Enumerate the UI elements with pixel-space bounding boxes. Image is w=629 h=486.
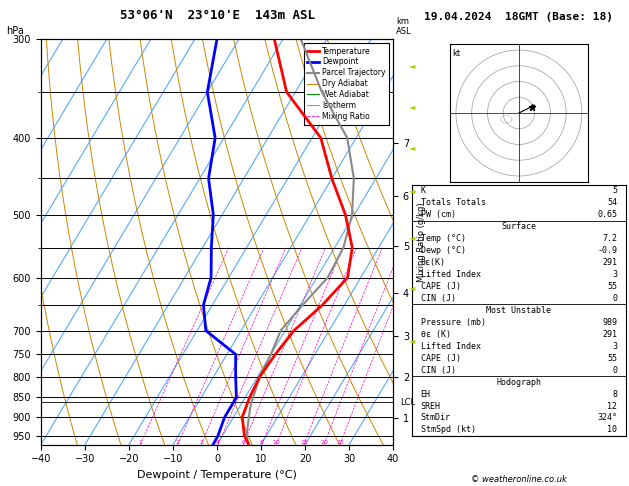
- Text: 15: 15: [300, 440, 308, 445]
- Text: Pressure (mb): Pressure (mb): [421, 318, 486, 327]
- Text: © weatheronline.co.uk: © weatheronline.co.uk: [471, 474, 567, 484]
- Text: 6: 6: [242, 440, 245, 445]
- Text: kt: kt: [452, 49, 460, 58]
- Text: θε(K): θε(K): [421, 258, 445, 267]
- Text: 291: 291: [603, 258, 617, 267]
- Text: 10: 10: [272, 440, 280, 445]
- Text: ◄: ◄: [409, 336, 415, 345]
- Text: 53°06'N  23°10'E  143m ASL: 53°06'N 23°10'E 143m ASL: [120, 9, 314, 22]
- Text: Lifted Index: Lifted Index: [421, 270, 481, 279]
- Text: Most Unstable: Most Unstable: [486, 306, 552, 315]
- Text: km
ASL: km ASL: [396, 17, 412, 36]
- Text: 12: 12: [608, 401, 617, 411]
- Text: ◄: ◄: [409, 142, 415, 152]
- Text: 0.65: 0.65: [598, 210, 617, 219]
- Text: θε (K): θε (K): [421, 330, 450, 339]
- Text: 55: 55: [608, 282, 617, 291]
- Text: Temp (°C): Temp (°C): [421, 234, 465, 243]
- Text: 7.2: 7.2: [603, 234, 617, 243]
- Text: 989: 989: [603, 318, 617, 327]
- Text: 8: 8: [260, 440, 264, 445]
- Text: StmDir: StmDir: [421, 414, 450, 422]
- Text: ◄: ◄: [409, 283, 415, 292]
- Text: hPa: hPa: [6, 26, 24, 36]
- Text: PW (cm): PW (cm): [421, 210, 455, 219]
- Text: 0: 0: [612, 294, 617, 303]
- Text: 20: 20: [320, 440, 328, 445]
- Text: 1: 1: [138, 440, 142, 445]
- Text: 4: 4: [216, 440, 220, 445]
- Text: Mixing Ratio (g/kg): Mixing Ratio (g/kg): [417, 202, 426, 281]
- Legend: Temperature, Dewpoint, Parcel Trajectory, Dry Adiabat, Wet Adiabat, Isotherm, Mi: Temperature, Dewpoint, Parcel Trajectory…: [304, 43, 389, 125]
- Text: 3: 3: [612, 270, 617, 279]
- Text: StmSpd (kt): StmSpd (kt): [421, 425, 476, 434]
- Text: SREH: SREH: [421, 401, 440, 411]
- Text: 0: 0: [612, 365, 617, 375]
- Text: CAPE (J): CAPE (J): [421, 282, 460, 291]
- Text: 5: 5: [612, 186, 617, 195]
- Text: -0.9: -0.9: [598, 246, 617, 255]
- Text: Lifted Index: Lifted Index: [421, 342, 481, 351]
- Text: 8: 8: [612, 390, 617, 399]
- Text: LCL: LCL: [400, 398, 415, 407]
- Text: CIN (J): CIN (J): [421, 365, 455, 375]
- Text: 3: 3: [199, 440, 203, 445]
- Text: 19.04.2024  18GMT (Base: 18): 19.04.2024 18GMT (Base: 18): [425, 12, 613, 22]
- X-axis label: Dewpoint / Temperature (°C): Dewpoint / Temperature (°C): [137, 470, 297, 480]
- Text: Totals Totals: Totals Totals: [421, 198, 486, 207]
- Text: Dewp (°C): Dewp (°C): [421, 246, 465, 255]
- Text: ◄: ◄: [409, 61, 415, 70]
- Text: 55: 55: [608, 354, 617, 363]
- Text: K: K: [421, 186, 426, 195]
- Text: 291: 291: [603, 330, 617, 339]
- Text: EH: EH: [421, 390, 430, 399]
- Text: ◄: ◄: [409, 186, 415, 195]
- Text: 54: 54: [608, 198, 617, 207]
- Text: ◄: ◄: [409, 233, 415, 242]
- Text: Hodograph: Hodograph: [496, 378, 542, 386]
- Text: ◄: ◄: [409, 102, 415, 111]
- Text: 10: 10: [608, 425, 617, 434]
- Text: Surface: Surface: [501, 222, 537, 231]
- Text: 3: 3: [612, 342, 617, 351]
- Text: 2: 2: [175, 440, 180, 445]
- Text: CAPE (J): CAPE (J): [421, 354, 460, 363]
- Text: 25: 25: [336, 440, 344, 445]
- Text: CIN (J): CIN (J): [421, 294, 455, 303]
- Text: 324°: 324°: [598, 414, 617, 422]
